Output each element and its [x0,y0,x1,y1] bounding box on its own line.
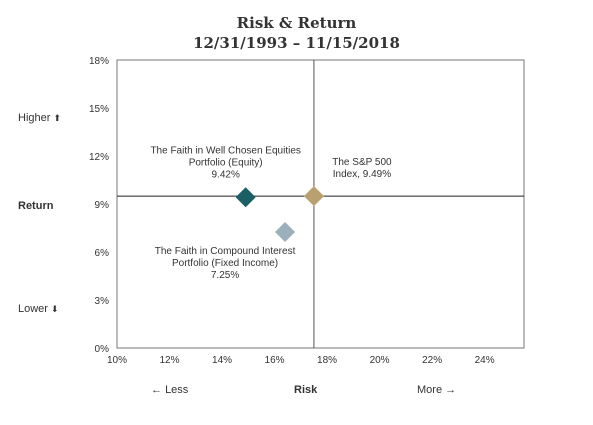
data-point-label: The Faith in Well Chosen Equities [150,145,300,156]
chart-title: Risk & Return [236,14,357,32]
y-tick-label: 15% [89,104,109,115]
x-tick-label: 16% [265,355,285,366]
higher-label: Higher [18,112,51,124]
data-point-label: The S&P 500 [332,157,392,168]
chart-subtitle: 12/31/1993 – 11/15/2018 [193,34,400,52]
arrow-left-icon: ← [151,384,162,396]
data-point-label: Index, 9.49% [333,169,391,180]
data-point-label: The Faith in Compound Interest [155,246,296,257]
x-tick-label: 20% [370,355,390,366]
x-tick-label: 14% [212,355,232,366]
x-tick-label: 10% [107,355,127,366]
lower-label: Lower [18,303,48,315]
data-point-label: Portfolio (Fixed Income) [172,258,278,269]
less-annotation: ← Less [151,384,188,396]
data-point-marker [275,222,296,242]
data-point-marker [303,186,324,207]
plot-frame [116,59,525,349]
higher-annotation: Higher ⬆ [18,112,61,124]
x-axis-label: Risk [294,384,318,396]
more-label: More [417,384,443,396]
y-tick-label: 18% [89,56,109,67]
data-point-label: 7.25% [211,270,239,281]
data-point-label: Portfolio (Equity) [189,157,263,168]
more-annotation: More → [417,384,456,396]
y-tick-label: 0% [95,344,110,355]
x-tick-label: 12% [160,355,180,366]
x-tick-label: 22% [422,355,442,366]
less-label: Less [165,384,189,396]
arrow-up-icon: ⬆ [53,113,62,123]
y-axis-label: Return [18,200,54,212]
y-tick-label: 12% [89,152,109,163]
y-tick-label: 9% [95,200,110,211]
x-tick-label: 18% [317,355,337,366]
y-tick-label: 6% [95,248,110,259]
arrow-down-icon: ⬇ [51,304,59,314]
data-point-marker [235,187,256,208]
y-tick-label: 3% [95,296,110,307]
data-point-label: 9.42% [211,169,239,180]
lower-annotation: Lower ⬇ [18,303,59,315]
arrow-right-icon: → [445,384,457,396]
x-tick-label: 24% [475,355,495,366]
